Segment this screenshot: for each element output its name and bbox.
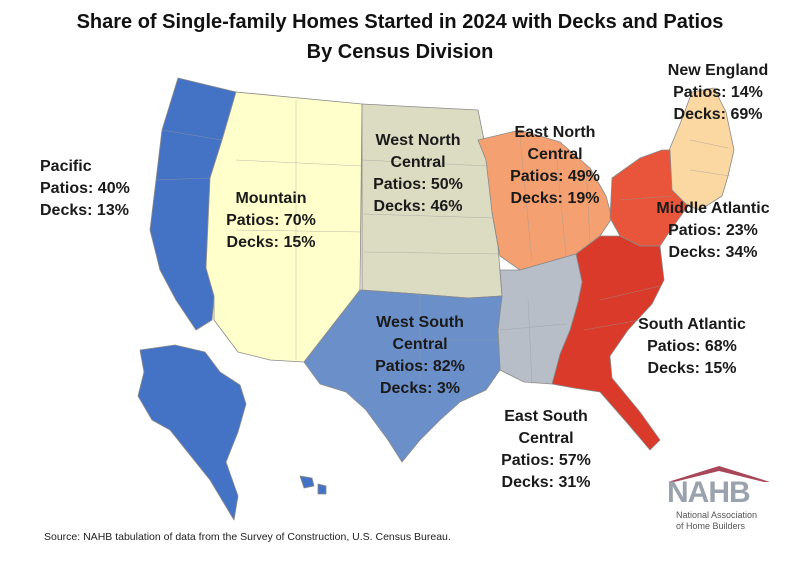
label-west-south-central: West South Central Patios: 82% Decks: 3% [364, 312, 476, 400]
label-wsc-name: West South [376, 314, 464, 331]
region-alaska [137, 344, 247, 521]
label-sa-name: South Atlantic [638, 316, 746, 333]
label-esc-name-2: Central [518, 430, 574, 447]
label-wsc-decks: Decks: 3% [379, 380, 461, 397]
label-enc-name-2: Central [527, 146, 583, 163]
label-enc-decks: Decks: 19% [510, 190, 600, 207]
label-enc-name: East North [514, 124, 596, 141]
label-east-north-central: East North Central Patios: 49% Decks: 19… [500, 122, 610, 210]
label-wnc-name-2: Central [390, 154, 446, 171]
label-ne-patios: Patios: 14% [673, 84, 763, 101]
nahb-logo-sub-2: of Home Builders [676, 521, 746, 531]
region-hawaii [299, 475, 327, 495]
label-pacific-decks: Decks: 13% [40, 202, 129, 219]
label-sa-patios: Patios: 68% [647, 338, 737, 355]
label-new-england: New England Patios: 14% Decks: 69% [656, 60, 780, 126]
label-mountain-patios: Patios: 70% [226, 212, 316, 229]
label-sa-decks: Decks: 15% [647, 360, 737, 377]
label-mountain-decks: Decks: 15% [226, 234, 316, 251]
label-wsc-name-2: Central [392, 336, 448, 353]
source-note: Source: NAHB tabulation of data from the… [44, 531, 451, 543]
nahb-logo-text: NAHB [667, 476, 751, 509]
nahb-logo [668, 466, 770, 482]
label-esc-name: East South [504, 408, 588, 425]
region-west-south-central [303, 289, 503, 463]
label-west-north-central: West North Central Patios: 50% Decks: 46… [362, 130, 474, 218]
label-wnc-name: West North [375, 132, 461, 149]
nahb-logo-sub-1: National Association [676, 510, 758, 520]
label-esc-decks: Decks: 31% [501, 474, 591, 491]
label-middle-atlantic: Middle Atlantic Patios: 23% Decks: 34% [640, 198, 786, 264]
region-mountain [205, 91, 363, 363]
region-new-england [661, 87, 735, 211]
nahb-logo-subtitle: National Association of Home Builders [676, 510, 757, 532]
nahb-roof-icon [668, 466, 770, 482]
label-wnc-decks: Decks: 46% [373, 198, 463, 215]
label-pacific-name: Pacific [40, 158, 92, 175]
label-pacific-patios: Patios: 40% [40, 180, 130, 197]
label-pacific: Pacific Patios: 40% Decks: 13% [40, 156, 130, 222]
label-mountain-name: Mountain [235, 190, 307, 207]
label-mountain: Mountain Patios: 70% Decks: 15% [218, 188, 324, 254]
label-ne-name: New England [667, 62, 769, 79]
label-south-atlantic: South Atlantic Patios: 68% Decks: 15% [624, 314, 760, 380]
chart-title: Share of Single-family Homes Started in … [76, 11, 724, 33]
label-ma-patios: Patios: 23% [668, 222, 758, 239]
label-esc-patios: Patios: 57% [501, 452, 591, 469]
chart-subtitle: By Census Division [306, 41, 494, 63]
label-enc-patios: Patios: 49% [510, 168, 600, 185]
label-ma-name: Middle Atlantic [656, 200, 770, 217]
label-wnc-patios: Patios: 50% [373, 176, 463, 193]
label-ne-decks: Decks: 69% [673, 106, 763, 123]
label-wsc-patios: Patios: 82% [375, 358, 465, 375]
label-east-south-central: East South Central Patios: 57% Decks: 31… [492, 406, 600, 494]
label-ma-decks: Decks: 34% [668, 244, 758, 261]
